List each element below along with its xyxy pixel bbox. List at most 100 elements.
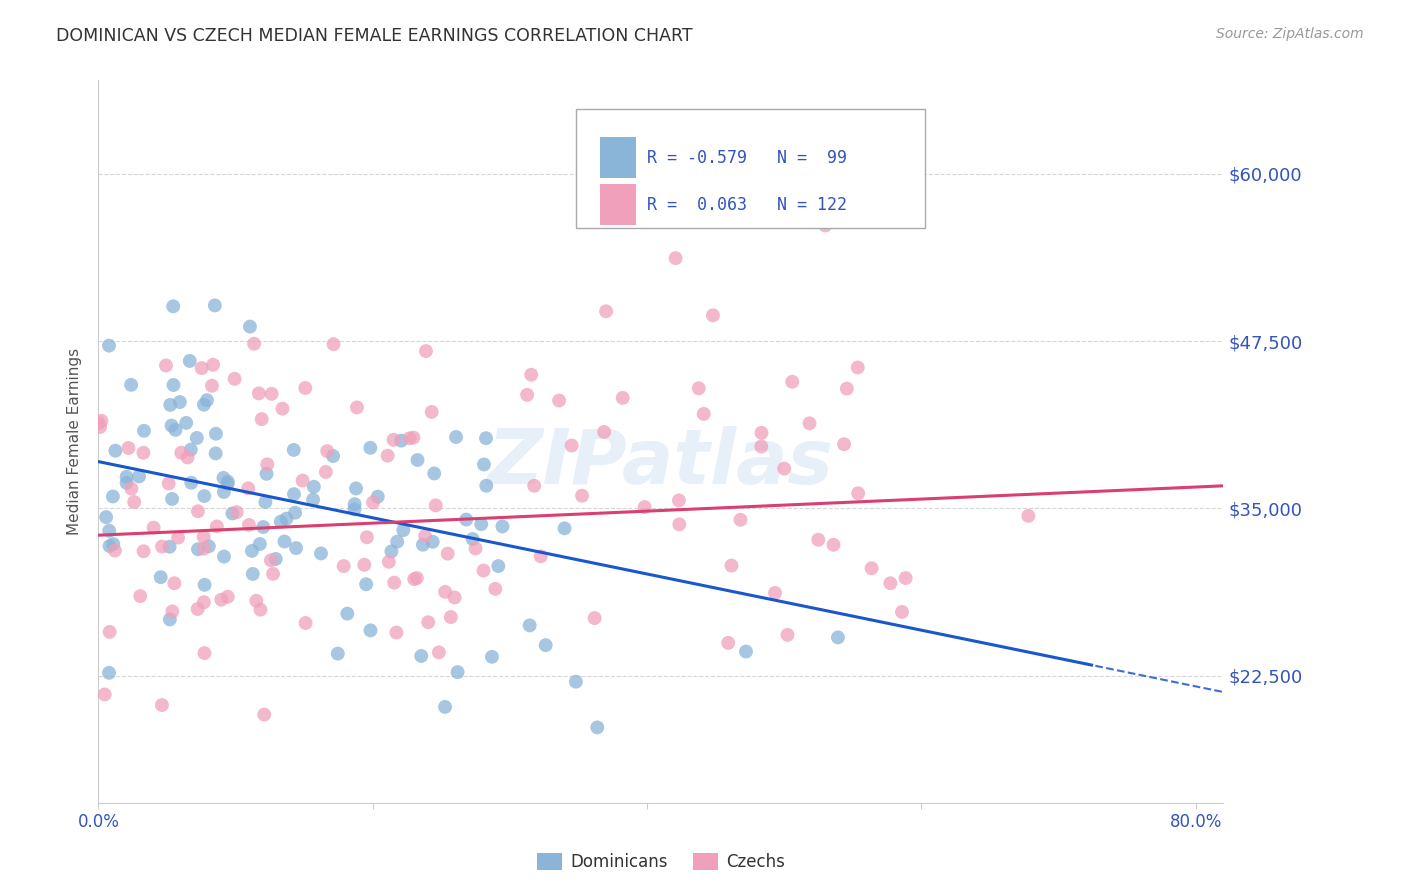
Point	[359, 624, 381, 638]
Point	[359, 441, 381, 455]
Point	[202, 358, 225, 372]
Point	[720, 558, 742, 573]
Point	[475, 431, 498, 445]
Point	[187, 542, 209, 557]
Point	[89, 420, 111, 434]
Point	[276, 511, 298, 525]
Point	[157, 476, 180, 491]
Point	[294, 615, 316, 630]
Point	[167, 531, 190, 545]
Point	[353, 558, 375, 572]
Point	[98, 665, 121, 680]
Point	[427, 645, 450, 659]
Point	[749, 440, 772, 454]
Point	[284, 506, 307, 520]
Point	[411, 648, 433, 663]
Point	[117, 441, 139, 455]
Point	[103, 537, 125, 551]
Point	[243, 336, 266, 351]
Point	[380, 544, 402, 558]
Point	[461, 532, 484, 546]
Point	[446, 665, 468, 680]
Point	[195, 393, 218, 408]
Point	[150, 540, 173, 554]
Point	[302, 480, 325, 494]
Point	[170, 446, 193, 460]
Point	[204, 446, 226, 460]
Point	[668, 517, 690, 532]
Point	[827, 631, 849, 645]
Point	[346, 401, 368, 415]
Point	[412, 538, 434, 552]
Point	[322, 337, 344, 351]
Point	[160, 491, 183, 506]
Point	[294, 381, 316, 395]
Point	[730, 513, 752, 527]
Point	[548, 393, 571, 408]
Point	[807, 533, 830, 547]
Point	[389, 434, 412, 448]
Point	[835, 382, 858, 396]
Point	[420, 405, 443, 419]
Point	[385, 534, 408, 549]
Point	[692, 407, 714, 421]
Point	[217, 590, 239, 604]
Point	[270, 515, 292, 529]
Point	[254, 495, 277, 509]
Point	[256, 467, 278, 481]
Point	[823, 538, 845, 552]
Point	[193, 646, 215, 660]
Point	[763, 586, 786, 600]
Point	[520, 368, 543, 382]
Point	[93, 687, 115, 701]
Point	[322, 449, 344, 463]
Point	[159, 612, 181, 626]
Point	[212, 471, 235, 485]
Point	[238, 518, 260, 533]
FancyBboxPatch shape	[576, 109, 925, 228]
Point	[198, 539, 221, 553]
Point	[534, 638, 557, 652]
Point	[530, 549, 553, 564]
Point	[472, 564, 495, 578]
Point	[193, 541, 215, 556]
Point	[104, 543, 127, 558]
Point	[583, 611, 606, 625]
Point	[176, 450, 198, 465]
Point	[98, 624, 121, 639]
Point	[356, 530, 378, 544]
Point	[165, 423, 187, 437]
Point	[217, 475, 239, 489]
Point	[132, 424, 155, 438]
Point	[735, 644, 758, 658]
Point	[187, 504, 209, 518]
Point	[398, 431, 420, 445]
Point	[343, 497, 366, 511]
Point	[688, 381, 710, 395]
Point	[434, 585, 457, 599]
Point	[392, 523, 415, 537]
Point	[98, 524, 121, 538]
Point	[212, 484, 235, 499]
Point	[332, 559, 354, 574]
Point	[612, 391, 634, 405]
Point	[212, 549, 235, 564]
Point	[160, 418, 183, 433]
Point	[162, 299, 184, 313]
Point	[593, 425, 616, 439]
Point	[238, 481, 260, 495]
Point	[418, 615, 440, 630]
Point	[98, 539, 121, 553]
Point	[225, 505, 247, 519]
Point	[245, 594, 267, 608]
Point	[406, 453, 429, 467]
Point	[163, 576, 186, 591]
Point	[162, 378, 184, 392]
Point	[256, 458, 278, 472]
Point	[472, 458, 495, 472]
Text: R =  0.063   N = 122: R = 0.063 N = 122	[647, 195, 848, 213]
Point	[879, 576, 901, 591]
Point	[443, 591, 465, 605]
Point	[159, 540, 181, 554]
Point	[120, 377, 142, 392]
